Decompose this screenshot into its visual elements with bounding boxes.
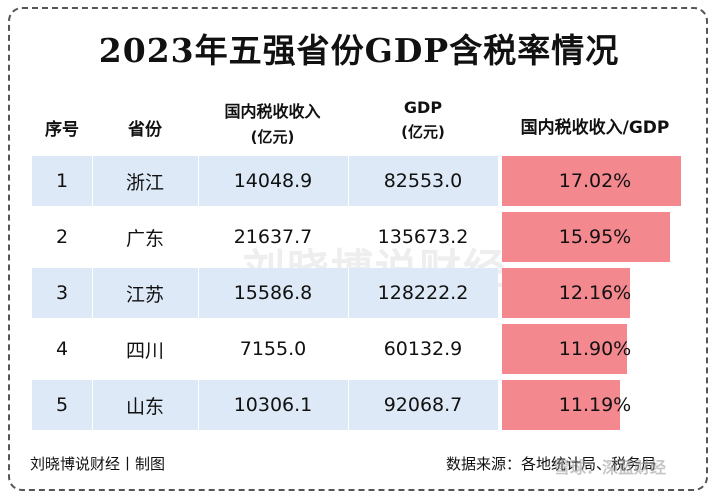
row-band	[32, 268, 498, 318]
cell-tax: 14048.9	[233, 170, 313, 192]
cell-province: 四川	[125, 339, 164, 362]
column-divider	[348, 268, 349, 318]
column-divider	[348, 380, 349, 430]
cell-province: 浙江	[125, 171, 164, 194]
chart-title: 2023年五强省份GDP含税率情况	[98, 31, 620, 70]
cell-rank: 5	[55, 394, 69, 416]
cell-rank: 2	[55, 226, 69, 248]
cell-rank: 1	[55, 170, 69, 192]
header-province: 省份	[128, 120, 162, 140]
column-divider	[348, 156, 349, 206]
ratio-bar	[502, 380, 620, 430]
cell-tax: 7155.0	[239, 338, 307, 360]
ratio-label: 11.19%	[558, 394, 632, 416]
header-tax-label: 国内税收收入	[224, 102, 321, 121]
ratio-label: 15.95%	[558, 226, 632, 248]
cell-rank: 3	[55, 282, 69, 304]
column-divider	[92, 156, 93, 206]
column-divider	[198, 156, 199, 206]
header-tax-unit: (亿元)	[250, 128, 295, 146]
column-divider	[92, 268, 93, 318]
cell-gdp: 82553.0	[383, 170, 463, 192]
xueqiu-watermark: 雪球：深蓝财经	[554, 458, 667, 477]
ratio-label: 11.90%	[558, 338, 632, 360]
footer-source: 数据来源：各地统计局、税务局	[446, 455, 657, 473]
row-band	[32, 380, 498, 430]
cell-gdp: 92068.7	[383, 394, 463, 416]
cell-province: 江苏	[125, 283, 164, 306]
row-band	[32, 156, 498, 206]
header-tax: 国内税收收入 (亿元)	[200, 98, 345, 147]
cell-rank: 4	[55, 338, 69, 360]
header-rank: 序号	[45, 120, 79, 140]
ratio-label: 17.02%	[558, 170, 632, 192]
column-divider	[198, 380, 199, 430]
cell-tax: 21637.7	[233, 226, 313, 248]
cell-tax: 15586.8	[233, 282, 313, 304]
ratio-bar	[502, 156, 681, 206]
dashed-frame	[8, 7, 708, 491]
ratio-bar	[502, 324, 628, 374]
cell-province: 广东	[125, 227, 164, 250]
cell-gdp: 128222.2	[377, 282, 469, 304]
cell-province: 山东	[125, 395, 164, 418]
header-gdp-label: GDP	[403, 98, 443, 117]
ratio-label: 12.16%	[558, 282, 632, 304]
header-gdp-unit: (亿元)	[401, 123, 445, 141]
column-divider	[92, 380, 93, 430]
column-divider	[198, 268, 199, 318]
footer-credit: 刘晓博说财经丨制图	[30, 455, 166, 473]
header-gdp: GDP (亿元)	[348, 98, 498, 142]
ratio-bar	[502, 268, 630, 318]
cell-tax: 10306.1	[233, 394, 313, 416]
cell-gdp: 135673.2	[377, 226, 469, 248]
header-ratio: 国内税收收入/GDP	[520, 118, 670, 138]
cell-gdp: 60132.9	[383, 338, 463, 360]
ratio-bar	[502, 212, 670, 262]
